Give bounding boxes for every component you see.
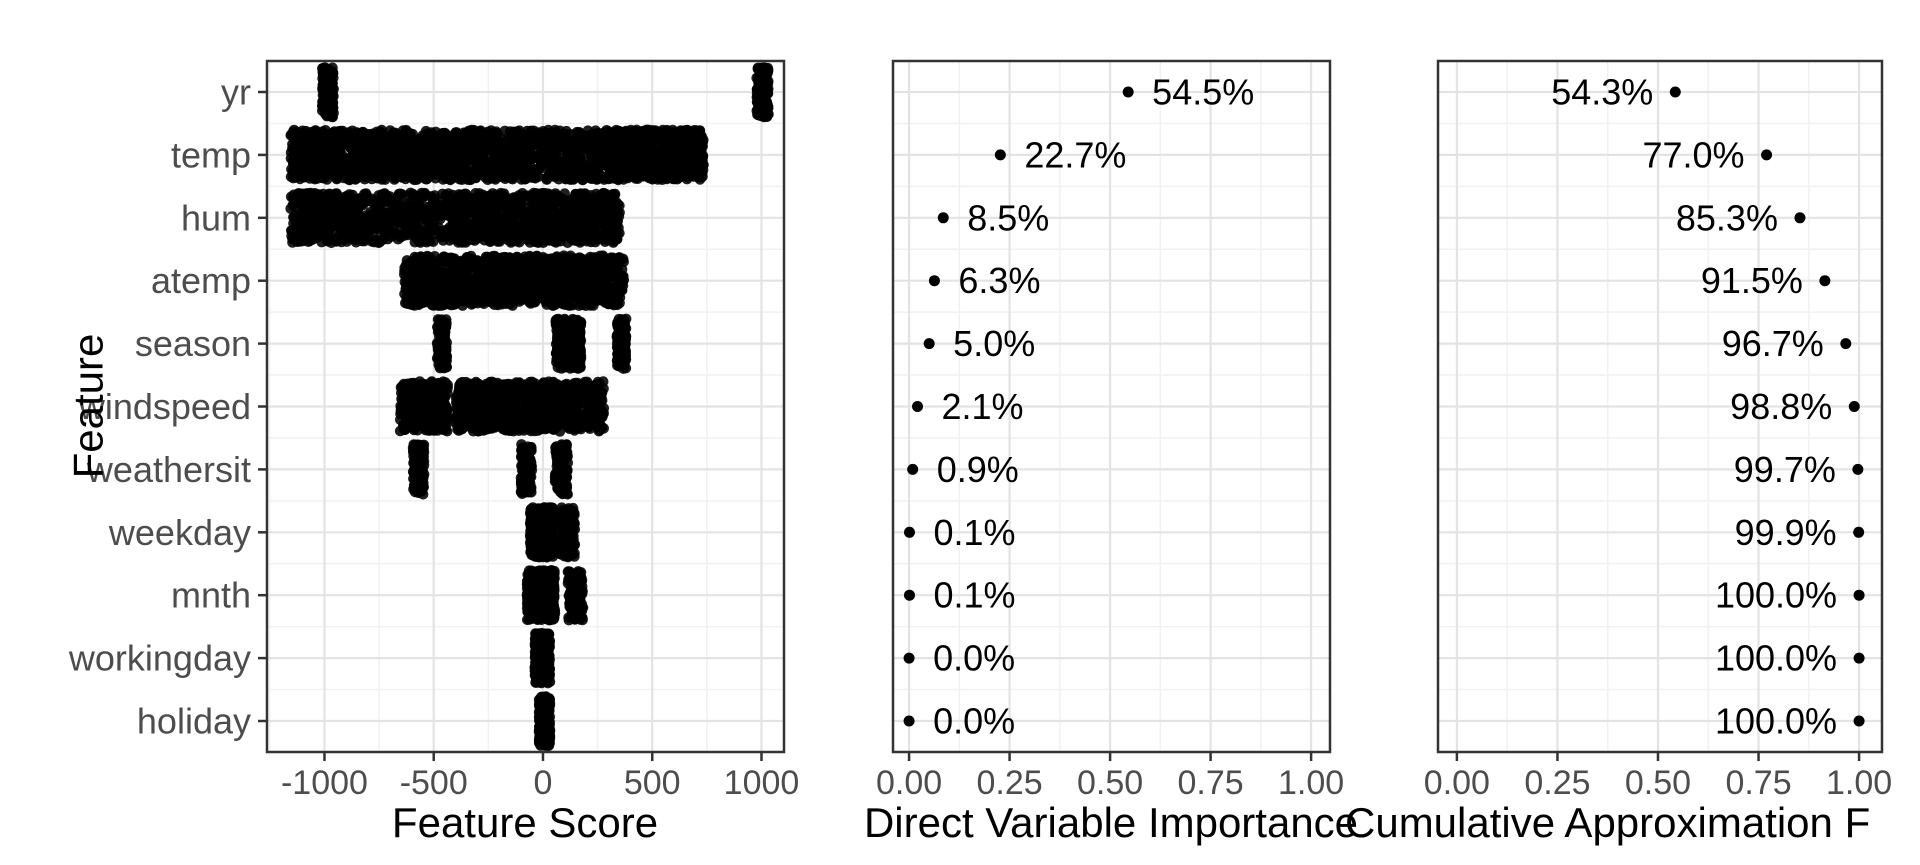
- importance-label: 0.1%: [933, 575, 1015, 616]
- importance-label: 5.0%: [953, 323, 1035, 364]
- feature-label-season: season: [135, 323, 251, 364]
- importance-dot: [1122, 86, 1134, 98]
- feature-label-yr: yr: [221, 72, 251, 113]
- feature-label-windspeed: windspeed: [78, 386, 251, 427]
- importance-dot: [903, 589, 915, 601]
- importance-dot: [1761, 149, 1773, 161]
- x-tick-label: 0.50: [1077, 764, 1143, 802]
- importance-dot: [1853, 715, 1865, 727]
- importance-dot: [912, 401, 924, 412]
- importance-dot: [1819, 275, 1831, 287]
- importance-dot: [903, 526, 915, 538]
- importance-dot: [1840, 338, 1852, 350]
- x-tick-label: 500: [624, 764, 681, 802]
- importance-dot: [1848, 401, 1860, 412]
- importance-label: 91.5%: [1701, 260, 1803, 301]
- importance-dot: [1853, 652, 1865, 664]
- importance-label: 96.7%: [1722, 323, 1824, 364]
- x-tick-label: -500: [400, 764, 468, 802]
- x-tick-label: -1000: [281, 764, 368, 802]
- x-tick-label: 0: [534, 764, 553, 802]
- importance-dot: [1794, 212, 1806, 224]
- importance-label: 100.0%: [1715, 638, 1837, 679]
- x-tick-label: 0.75: [1725, 764, 1791, 802]
- importance-label: 99.9%: [1735, 512, 1837, 553]
- panel-1: [891, 59, 1332, 761]
- importance-label: 8.5%: [967, 197, 1049, 238]
- y-axis-title: Feature: [64, 333, 112, 479]
- panel-border: [891, 59, 1332, 754]
- panel-border: [1436, 59, 1884, 754]
- importance-dot: [923, 338, 935, 350]
- importance-label: 54.5%: [1152, 72, 1254, 113]
- feature-label-hum: hum: [181, 197, 251, 238]
- importance-label: 100.0%: [1715, 701, 1837, 742]
- x-tick-label: 1.00: [1278, 764, 1344, 802]
- importance-label: 77.0%: [1642, 134, 1744, 175]
- x-axis-title-cumulative: Cumulative Approximation F: [1345, 799, 1871, 846]
- importance-dot: [928, 275, 940, 287]
- x-tick-label: 0.00: [876, 764, 942, 802]
- importance-dot: [903, 652, 915, 664]
- feature-label-weekday: weekday: [108, 512, 251, 553]
- feature-label-atemp: atemp: [151, 260, 251, 301]
- importance-label: 2.1%: [942, 386, 1024, 427]
- importance-dot: [1853, 589, 1865, 601]
- x-axis-title-direct-importance: Direct Variable Importance: [863, 799, 1359, 846]
- importance-dot: [907, 463, 919, 475]
- x-tick-label: 0.25: [976, 764, 1042, 802]
- importance-label: 85.3%: [1676, 197, 1778, 238]
- importance-label: 22.7%: [1024, 134, 1126, 175]
- x-tick-label: 0.50: [1625, 764, 1691, 802]
- feature-label-mnth: mnth: [171, 575, 251, 616]
- importance-label: 100.0%: [1715, 575, 1837, 616]
- panel-2: [1436, 59, 1884, 761]
- importance-label: 0.0%: [933, 701, 1015, 742]
- feature-label-weathersit: weathersit: [86, 449, 251, 490]
- panel-0: [258, 59, 786, 761]
- importance-label: 54.3%: [1551, 72, 1653, 113]
- importance-dot: [1852, 463, 1864, 475]
- importance-label: 0.0%: [933, 638, 1015, 679]
- importance-dot: [1853, 526, 1865, 538]
- importance-dot: [1669, 86, 1681, 98]
- importance-label: 6.3%: [958, 260, 1040, 301]
- importance-label: 98.8%: [1730, 386, 1832, 427]
- importance-label: 99.7%: [1734, 449, 1836, 490]
- x-tick-label: 1.00: [1826, 764, 1892, 802]
- x-tick-label: 0.75: [1178, 764, 1244, 802]
- importance-dot: [937, 212, 949, 224]
- feature-label-holiday: holiday: [137, 701, 251, 742]
- importance-label: 0.9%: [937, 449, 1019, 490]
- x-tick-label: 1000: [724, 764, 800, 802]
- x-tick-label: 0.25: [1524, 764, 1590, 802]
- x-tick-label: 0.00: [1424, 764, 1490, 802]
- importance-label: 0.1%: [933, 512, 1015, 553]
- importance-dot: [903, 715, 915, 727]
- feature-label-temp: temp: [171, 134, 251, 175]
- importance-dot: [994, 149, 1006, 161]
- jitter-dots: [285, 62, 774, 751]
- x-axis-title-feature-score: Feature Score: [391, 799, 659, 846]
- feature-label-workingday: workingday: [68, 638, 251, 679]
